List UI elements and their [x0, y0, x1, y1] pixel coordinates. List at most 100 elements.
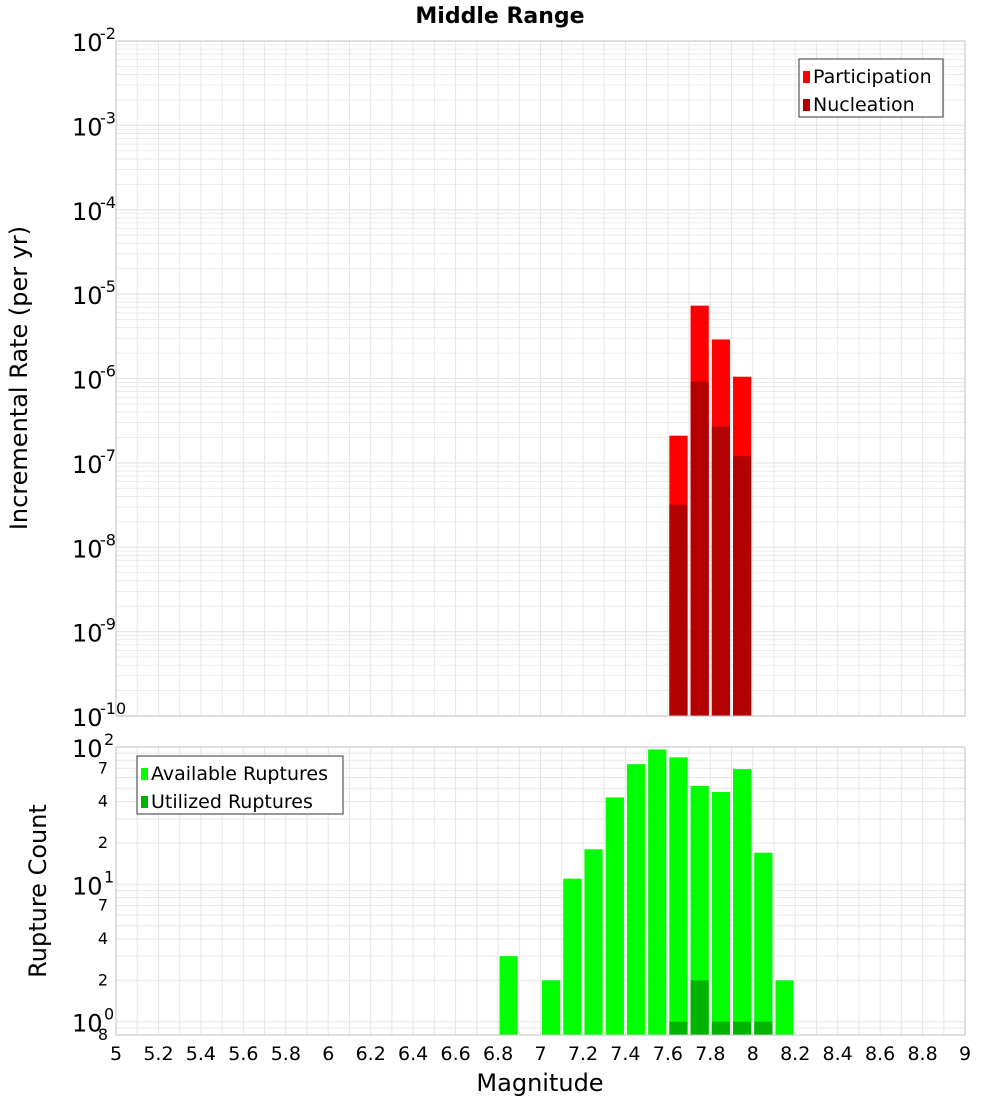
- x-tick-label: 9: [959, 1043, 971, 1065]
- y-tick-exponent: -7: [100, 446, 116, 465]
- x-tick-label: 6: [322, 1043, 334, 1065]
- y-minor-tick-label: 8: [98, 1025, 108, 1044]
- legend-swatch: [803, 99, 810, 111]
- y-tick-label: 10 1: [72, 867, 114, 900]
- y-tick-exponent: -8: [100, 530, 116, 549]
- bar-nucleation: [711, 426, 731, 716]
- bar-available-ruptures: [775, 980, 794, 1035]
- x-tick-label: 5.2: [143, 1043, 173, 1065]
- x-tick-label: 8.6: [865, 1043, 895, 1065]
- bar-utilized-ruptures: [711, 1021, 731, 1035]
- x-tick-label: 7: [534, 1043, 546, 1065]
- y-tick-base: 10: [72, 535, 103, 563]
- bar-available-ruptures: [626, 764, 646, 1035]
- y-tick-base: 10: [72, 29, 103, 57]
- bar-available-ruptures: [711, 792, 731, 1035]
- x-tick-label: 7.6: [653, 1043, 683, 1065]
- y-tick-base: 10: [72, 704, 103, 732]
- bar-available-ruptures: [754, 852, 773, 1035]
- y-minor-tick-label: 7: [98, 896, 108, 915]
- bar-nucleation: [690, 381, 709, 716]
- x-tick-label: 8: [747, 1043, 759, 1065]
- x-tick-label: 5.4: [186, 1043, 216, 1065]
- x-tick-label: 6.6: [440, 1043, 470, 1065]
- top-y-axis: 10-210-310-410-510-610-710-810-910-10: [72, 24, 126, 732]
- legend-box: [136, 755, 344, 815]
- y-minor-tick-label: 4: [98, 792, 108, 811]
- y-minor-tick-label: 4: [98, 929, 108, 948]
- top-panel: 10-210-310-410-510-610-710-810-910-10 In…: [5, 24, 966, 732]
- y-tick-label: 10 2: [72, 730, 114, 763]
- top-grid: [115, 41, 966, 717]
- y-tick-base: 10: [72, 872, 103, 900]
- bottom-legend: Available Ruptures Utilized Ruptures: [136, 755, 344, 815]
- legend-swatch: [141, 768, 148, 780]
- bar-available-ruptures: [584, 849, 603, 1035]
- y-tick-exponent: -5: [100, 277, 116, 296]
- y-tick-exponent: -3: [100, 108, 116, 127]
- y-tick-base: 10: [72, 735, 103, 763]
- y-tick-base: 10: [72, 282, 103, 310]
- top-frame: [115, 40, 966, 717]
- y-tick-label: 10-10: [72, 699, 126, 732]
- bar-utilized-ruptures: [690, 980, 709, 1035]
- y-tick-exponent: -10: [100, 699, 126, 718]
- legend-box: [798, 58, 944, 118]
- x-tick-label: 5.8: [271, 1043, 301, 1065]
- top-y-axis-label: Incremental Rate (per yr): [5, 226, 33, 530]
- legend-label: Available Ruptures: [151, 763, 328, 785]
- x-tick-label: 7.4: [610, 1043, 640, 1065]
- legend-label: Nucleation: [813, 94, 915, 116]
- bar-utilized-ruptures: [669, 1021, 688, 1035]
- x-tick-label: 7.2: [568, 1043, 598, 1065]
- y-tick-exponent: -2: [100, 24, 116, 43]
- legend-label: Participation: [813, 66, 932, 88]
- bar-utilized-ruptures: [733, 1021, 752, 1035]
- y-tick-exponent: 1: [104, 867, 114, 886]
- bar-nucleation: [733, 456, 752, 716]
- y-tick-label: 10-7: [72, 446, 116, 479]
- bar-available-ruptures: [542, 980, 561, 1035]
- y-tick-base: 10: [72, 451, 103, 479]
- bottom-y-axis-label: Rupture Count: [24, 804, 52, 978]
- bar-available-ruptures: [733, 769, 752, 1035]
- x-tick-label: 6.4: [398, 1043, 428, 1065]
- y-tick-base: 10: [72, 620, 103, 648]
- bar-available-ruptures: [499, 956, 518, 1035]
- y-tick-label: 10-3: [72, 108, 116, 141]
- y-tick-exponent: 2: [104, 730, 114, 749]
- y-tick-base: 10: [72, 198, 103, 226]
- y-tick-base: 10: [72, 367, 103, 395]
- x-tick-label: 8.8: [907, 1043, 937, 1065]
- y-minor-tick-label: 7: [98, 758, 108, 777]
- y-tick-label: 10-9: [72, 615, 116, 648]
- x-axis: 5 5.2 5.4 5.6 5.8 6 6.2 6.4 6.6 6.8 7 7.2 7.4 7.6 7.8 8…: [110, 1043, 971, 1065]
- bottom-bars: [499, 749, 794, 1035]
- bar-utilized-ruptures: [754, 1021, 773, 1035]
- y-tick-label: 10-2: [72, 24, 116, 57]
- y-tick-label: 10-6: [72, 362, 116, 395]
- y-tick-label: 10-8: [72, 530, 116, 563]
- bottom-frame: [115, 746, 966, 1036]
- y-tick-exponent: 0: [104, 1005, 114, 1024]
- x-tick-label: 6.2: [356, 1043, 386, 1065]
- y-tick-base: 10: [72, 1010, 103, 1038]
- bar-available-ruptures: [690, 786, 709, 1035]
- y-tick-base: 10: [72, 113, 103, 141]
- y-tick-exponent: -4: [100, 193, 116, 212]
- x-axis-label: Magnitude: [476, 1069, 603, 1097]
- x-tick-label: 7.8: [695, 1043, 725, 1065]
- legend-swatch: [803, 71, 810, 83]
- chart-title: Middle Range: [415, 4, 584, 29]
- y-tick-label: 10 0: [72, 1005, 114, 1038]
- x-tick-label: 5.6: [228, 1043, 258, 1065]
- top-legend: Participation Nucleation: [798, 58, 944, 118]
- x-tick-label: 5: [110, 1043, 122, 1065]
- y-tick-label: 10-5: [72, 277, 116, 310]
- bar-available-ruptures: [605, 797, 624, 1035]
- y-minor-tick-label: 2: [98, 970, 108, 989]
- x-tick-label: 8.4: [823, 1043, 853, 1065]
